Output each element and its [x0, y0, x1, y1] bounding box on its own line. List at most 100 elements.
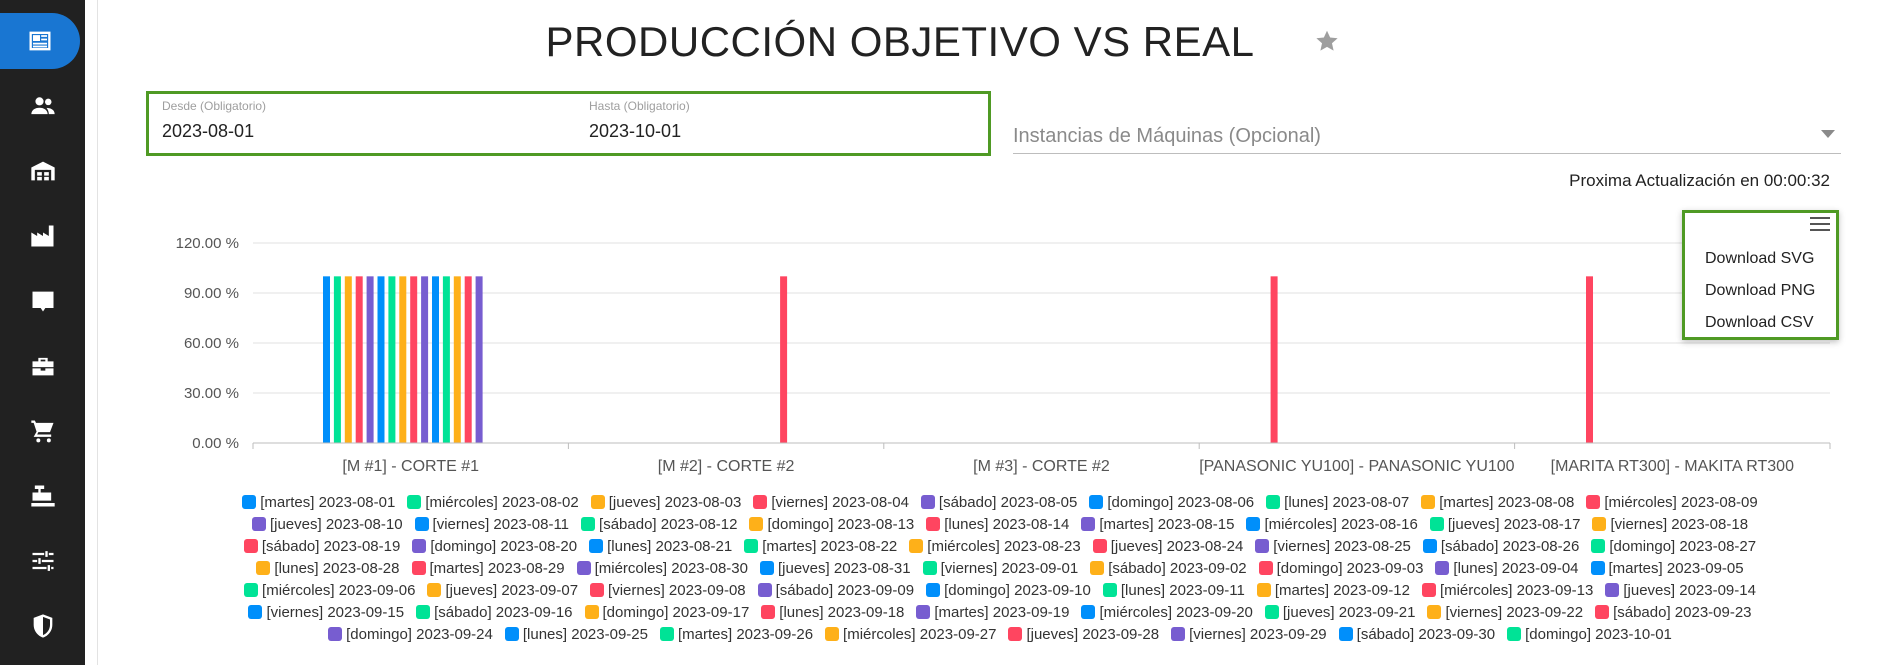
legend-item[interactable]: [domingo] 2023-09-24	[328, 626, 493, 643]
sidebar-item-tools[interactable]	[0, 338, 85, 394]
legend-item[interactable]: [domingo] 2023-10-01	[1507, 626, 1672, 643]
bar[interactable]	[442, 276, 450, 443]
legend-item[interactable]: [viernes] 2023-09-22	[1427, 604, 1583, 621]
legend-item[interactable]: [jueves] 2023-08-24	[1092, 538, 1243, 555]
legend-item[interactable]: [sábado] 2023-09-16	[416, 604, 573, 621]
from-date-field[interactable]: Desde (Obligatorio) 2023-08-01	[156, 94, 576, 150]
legend-item[interactable]: [jueves] 2023-08-17	[1429, 516, 1580, 533]
legend-item[interactable]: [martes] 2023-09-05	[1590, 560, 1744, 577]
legend-item[interactable]: [sábado] 2023-08-05	[920, 494, 1077, 511]
legend-item[interactable]: [miércoles] 2023-08-16	[1246, 516, 1418, 533]
bar[interactable]	[410, 276, 418, 443]
download-svg-item[interactable]: Download SVG	[1705, 250, 1815, 267]
bar[interactable]	[453, 276, 461, 443]
chevron-down-icon[interactable]	[1821, 130, 1835, 138]
legend-item[interactable]: [sábado] 2023-08-26	[1422, 538, 1579, 555]
legend-item[interactable]: [martes] 2023-09-26	[659, 626, 813, 643]
star-icon[interactable]	[1314, 28, 1340, 54]
legend-item[interactable]: [lunes] 2023-09-18	[761, 604, 904, 621]
legend-item[interactable]: [martes] 2023-08-15	[1081, 516, 1234, 533]
legend-item[interactable]: [martes] 2023-08-01	[242, 494, 395, 511]
machine-instances-select[interactable]: Instancias de Máquinas (Opcional)	[1013, 114, 1841, 154]
bar[interactable]	[432, 276, 439, 443]
legend-item[interactable]: [lunes] 2023-09-11	[1102, 582, 1245, 599]
from-date-value[interactable]: 2023-08-01	[162, 121, 255, 141]
legend-item[interactable]: [viernes] 2023-08-11	[414, 516, 569, 533]
legend-item[interactable]: [miércoles] 2023-08-09	[1586, 494, 1758, 511]
bar[interactable]	[355, 276, 363, 443]
legend-item[interactable]: [miércoles] 2023-08-23	[909, 538, 1081, 555]
legend-item[interactable]: [sábado] 2023-09-30	[1338, 626, 1495, 643]
legend-item[interactable]: [viernes] 2023-09-29	[1171, 626, 1327, 643]
legend-item[interactable]: [jueves] 2023-09-21	[1264, 604, 1415, 621]
legend-item[interactable]: [sábado] 2023-08-12	[581, 516, 737, 533]
legend-item[interactable]: [viernes] 2023-09-08	[590, 582, 746, 599]
legend-item[interactable]: [martes] 2023-08-29	[411, 560, 565, 577]
to-date-value[interactable]: 2023-10-01	[589, 121, 682, 141]
legend-item[interactable]: [jueves] 2023-08-10	[251, 516, 403, 533]
bar[interactable]	[1586, 276, 1593, 443]
legend-item[interactable]: [viernes] 2023-08-04	[753, 494, 909, 511]
legend-item[interactable]: [domingo] 2023-08-20	[412, 538, 577, 555]
legend-item[interactable]: [domingo] 2023-09-10	[926, 582, 1091, 599]
legend-item[interactable]: [lunes] 2023-08-28	[256, 560, 400, 577]
sidebar-item-reports[interactable]	[0, 13, 80, 69]
legend-item[interactable]: [sábado] 2023-09-23	[1595, 604, 1752, 621]
hamburger-menu-icon[interactable]	[1810, 217, 1830, 233]
bar[interactable]	[377, 276, 385, 443]
legend-item[interactable]: [jueves] 2023-08-31	[760, 560, 911, 577]
to-date-field[interactable]: Hasta (Obligatorio) 2023-10-01	[585, 94, 985, 150]
legend-item[interactable]: [miércoles] 2023-09-20	[1081, 604, 1253, 621]
sidebar-item-settings[interactable]	[0, 533, 85, 589]
legend-item[interactable]: [martes] 2023-08-22	[744, 538, 897, 555]
legend-item[interactable]: [martes] 2023-08-08	[1421, 494, 1574, 511]
legend-item[interactable]: [viernes] 2023-08-25	[1255, 538, 1411, 555]
legend-item[interactable]: [martes] 2023-09-12	[1256, 582, 1410, 599]
sidebar-item-users[interactable]	[0, 78, 85, 134]
sidebar-item-factory[interactable]	[0, 208, 85, 264]
legend-item[interactable]: [jueves] 2023-09-28	[1008, 626, 1159, 643]
legend-item[interactable]: [sábado] 2023-09-02	[1090, 560, 1247, 577]
bar[interactable]	[344, 276, 352, 443]
sidebar-item-badges[interactable]	[0, 273, 85, 329]
legend-item[interactable]: [jueves] 2023-08-03	[590, 494, 741, 511]
legend-item[interactable]: [jueves] 2023-09-07	[427, 582, 578, 599]
download-png-item[interactable]: Download PNG	[1705, 282, 1816, 299]
sidebar-item-machines[interactable]	[0, 468, 85, 524]
legend-item[interactable]: [lunes] 2023-08-21	[589, 538, 732, 555]
bar[interactable]	[1270, 276, 1278, 443]
legend-item[interactable]: [domingo] 2023-08-27	[1591, 538, 1756, 555]
legend-item[interactable]: [sábado] 2023-08-19	[243, 538, 400, 555]
legend-item[interactable]: [lunes] 2023-09-25	[504, 626, 648, 643]
legend-item[interactable]: [lunes] 2023-08-14	[926, 516, 1069, 533]
bar[interactable]	[399, 276, 407, 443]
legend-item[interactable]: [domingo] 2023-09-03	[1258, 560, 1423, 577]
legend-item[interactable]: [domingo] 2023-08-06	[1089, 494, 1254, 511]
legend-item[interactable]: [lunes] 2023-09-04	[1435, 560, 1579, 577]
legend-item[interactable]: [jueves] 2023-09-14	[1605, 582, 1756, 599]
legend-item[interactable]: [miércoles] 2023-09-06	[244, 582, 415, 599]
legend-item[interactable]: [lunes] 2023-08-07	[1266, 494, 1409, 511]
legend-item[interactable]: [viernes] 2023-08-18	[1592, 516, 1748, 533]
sidebar-item-security[interactable]	[0, 598, 85, 654]
bar[interactable]	[333, 276, 341, 443]
legend-item[interactable]: [viernes] 2023-09-01	[922, 560, 1078, 577]
legend-item[interactable]: [miércoles] 2023-09-13	[1421, 582, 1593, 599]
download-csv-item[interactable]: Download CSV	[1705, 314, 1814, 331]
legend-item[interactable]: [miércoles] 2023-08-30	[576, 560, 748, 577]
bar[interactable]	[475, 276, 483, 443]
legend-item[interactable]: [sábado] 2023-09-09	[757, 582, 914, 599]
sidebar-item-cart[interactable]	[0, 403, 85, 459]
legend-item[interactable]: [domingo] 2023-09-17	[584, 604, 749, 621]
legend-item[interactable]: [domingo] 2023-08-13	[749, 516, 914, 533]
bar[interactable]	[323, 276, 330, 443]
legend-item[interactable]: [martes] 2023-09-19	[916, 604, 1069, 621]
sidebar-item-warehouse[interactable]	[0, 143, 85, 199]
bar[interactable]	[421, 276, 429, 443]
bar[interactable]	[780, 276, 788, 443]
legend-item[interactable]: [miércoles] 2023-09-27	[825, 626, 996, 643]
bar[interactable]	[388, 276, 396, 443]
legend-item[interactable]: [viernes] 2023-09-15	[248, 604, 404, 621]
legend-item[interactable]: [miércoles] 2023-08-02	[407, 494, 579, 511]
bar[interactable]	[366, 276, 374, 443]
